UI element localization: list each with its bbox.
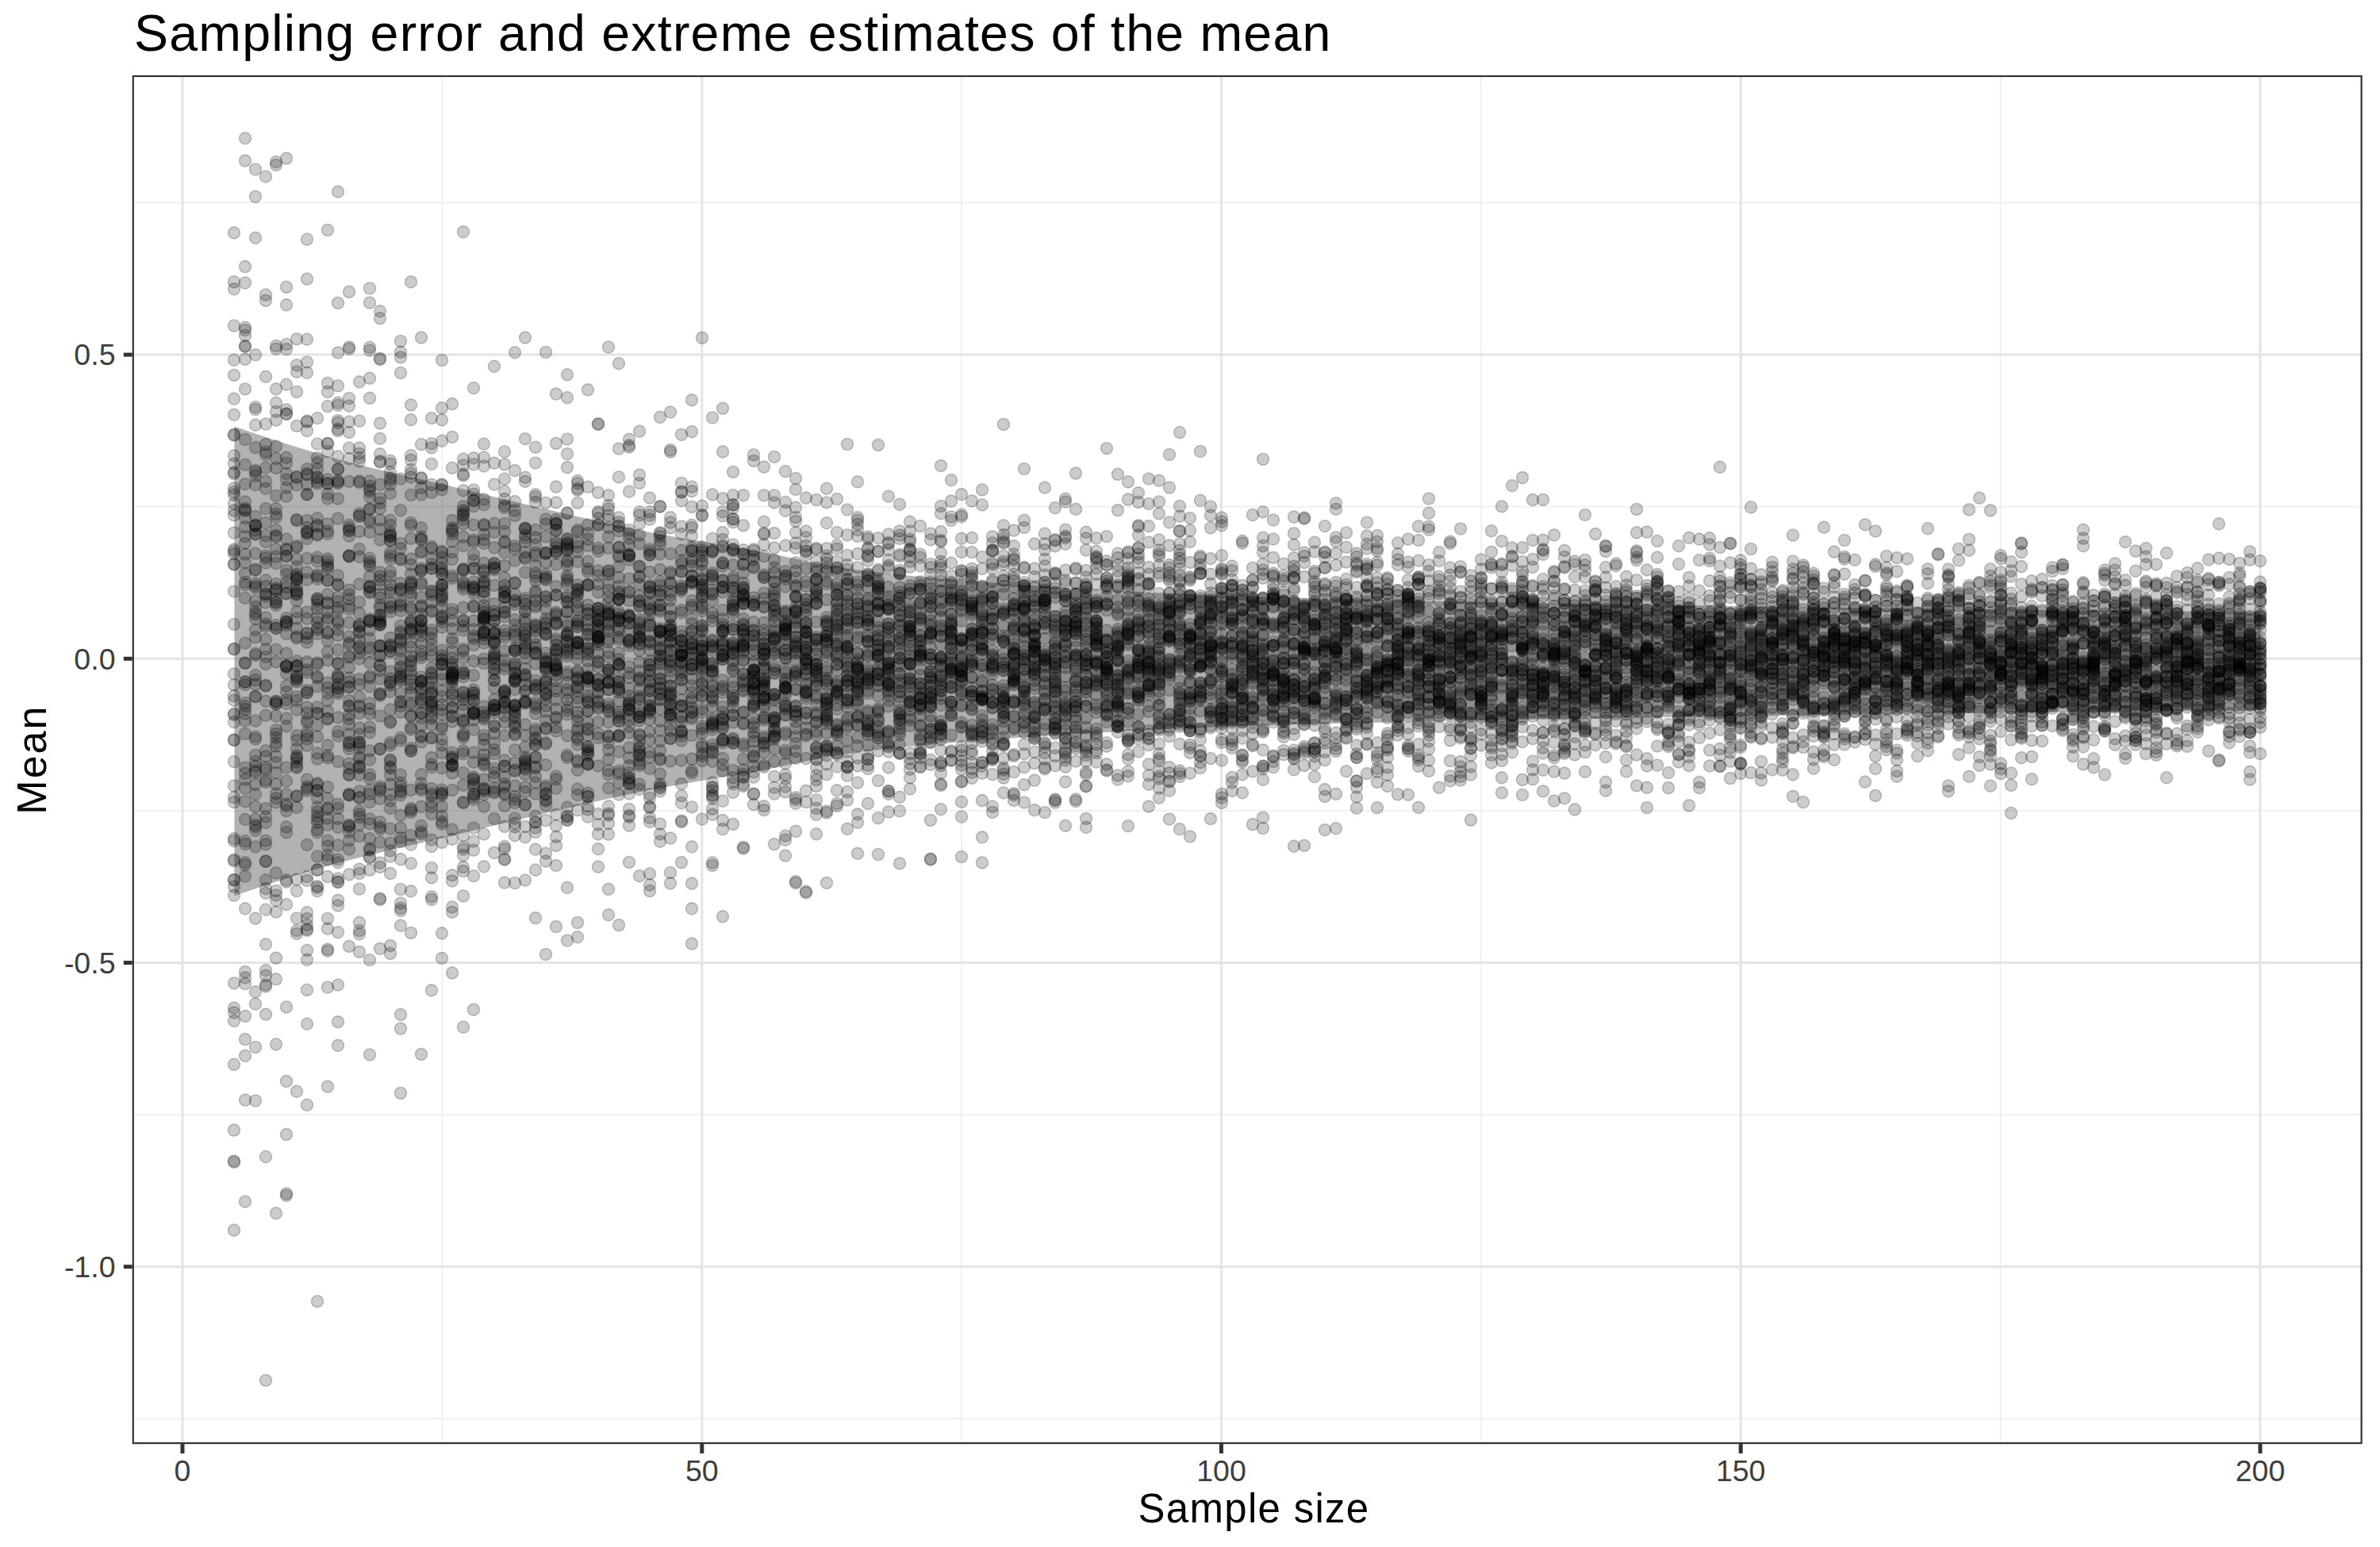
svg-text:100: 100 (1196, 1454, 1246, 1488)
svg-text:Sample size: Sample size (1138, 1486, 1369, 1531)
svg-text:200: 200 (2236, 1454, 2286, 1488)
svg-text:0: 0 (175, 1454, 191, 1488)
svg-text:Sampling error and extreme est: Sampling error and extreme estimates of … (134, 5, 1332, 62)
svg-text:150: 150 (1716, 1454, 1766, 1488)
svg-text:0.5: 0.5 (74, 338, 115, 371)
svg-text:-1.0: -1.0 (64, 1250, 116, 1284)
svg-text:-0.5: -0.5 (64, 946, 116, 980)
svg-text:Mean: Mean (9, 705, 55, 815)
svg-text:0.0: 0.0 (74, 643, 115, 676)
svg-text:50: 50 (685, 1454, 719, 1488)
